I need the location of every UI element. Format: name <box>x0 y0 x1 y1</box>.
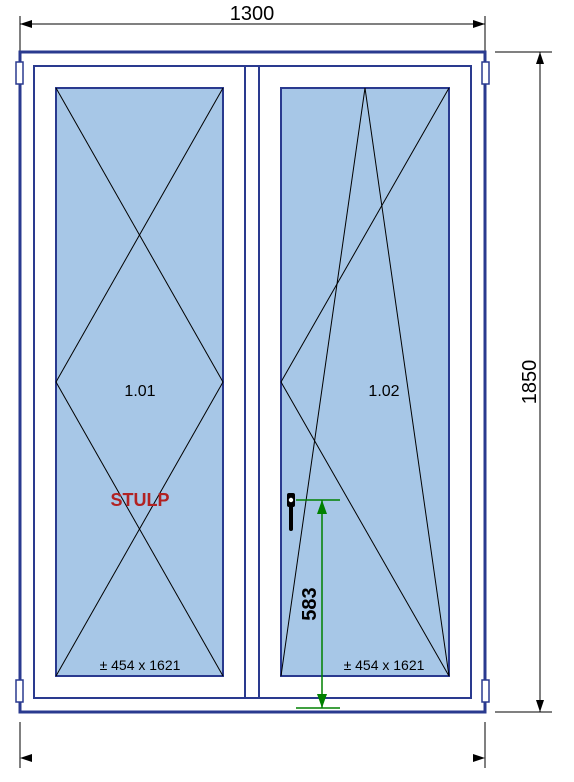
hinge-icon <box>16 62 23 84</box>
hinge-icon <box>16 680 23 702</box>
left-glass-size: ± 454 x 1621 <box>100 657 181 673</box>
dimension-width-top: 1300 <box>20 3 485 52</box>
left-pane-id: 1.01 <box>124 383 155 400</box>
right-glass-size: ± 454 x 1621 <box>344 657 425 673</box>
dimension-handle-value: 583 <box>299 587 321 620</box>
window-technical-drawing: 1300 1850 1.01 STULP ± 454 x 1621 <box>0 0 574 782</box>
hinge-icon <box>482 680 489 702</box>
dimension-bottom-ticks <box>20 722 485 768</box>
dimension-height-value: 1850 <box>519 360 541 405</box>
dimension-width-value: 1300 <box>230 3 275 25</box>
mullion <box>245 66 259 698</box>
left-sash: 1.01 STULP ± 454 x 1621 <box>34 66 245 698</box>
right-pane-id: 1.02 <box>368 383 399 400</box>
hinge-icon <box>482 62 489 84</box>
stulp-label: STULP <box>110 490 169 510</box>
dimension-height-right: 1850 <box>495 52 552 712</box>
right-sash: 1.02 ± 454 x 1621 <box>259 66 471 698</box>
left-glass <box>56 88 223 676</box>
